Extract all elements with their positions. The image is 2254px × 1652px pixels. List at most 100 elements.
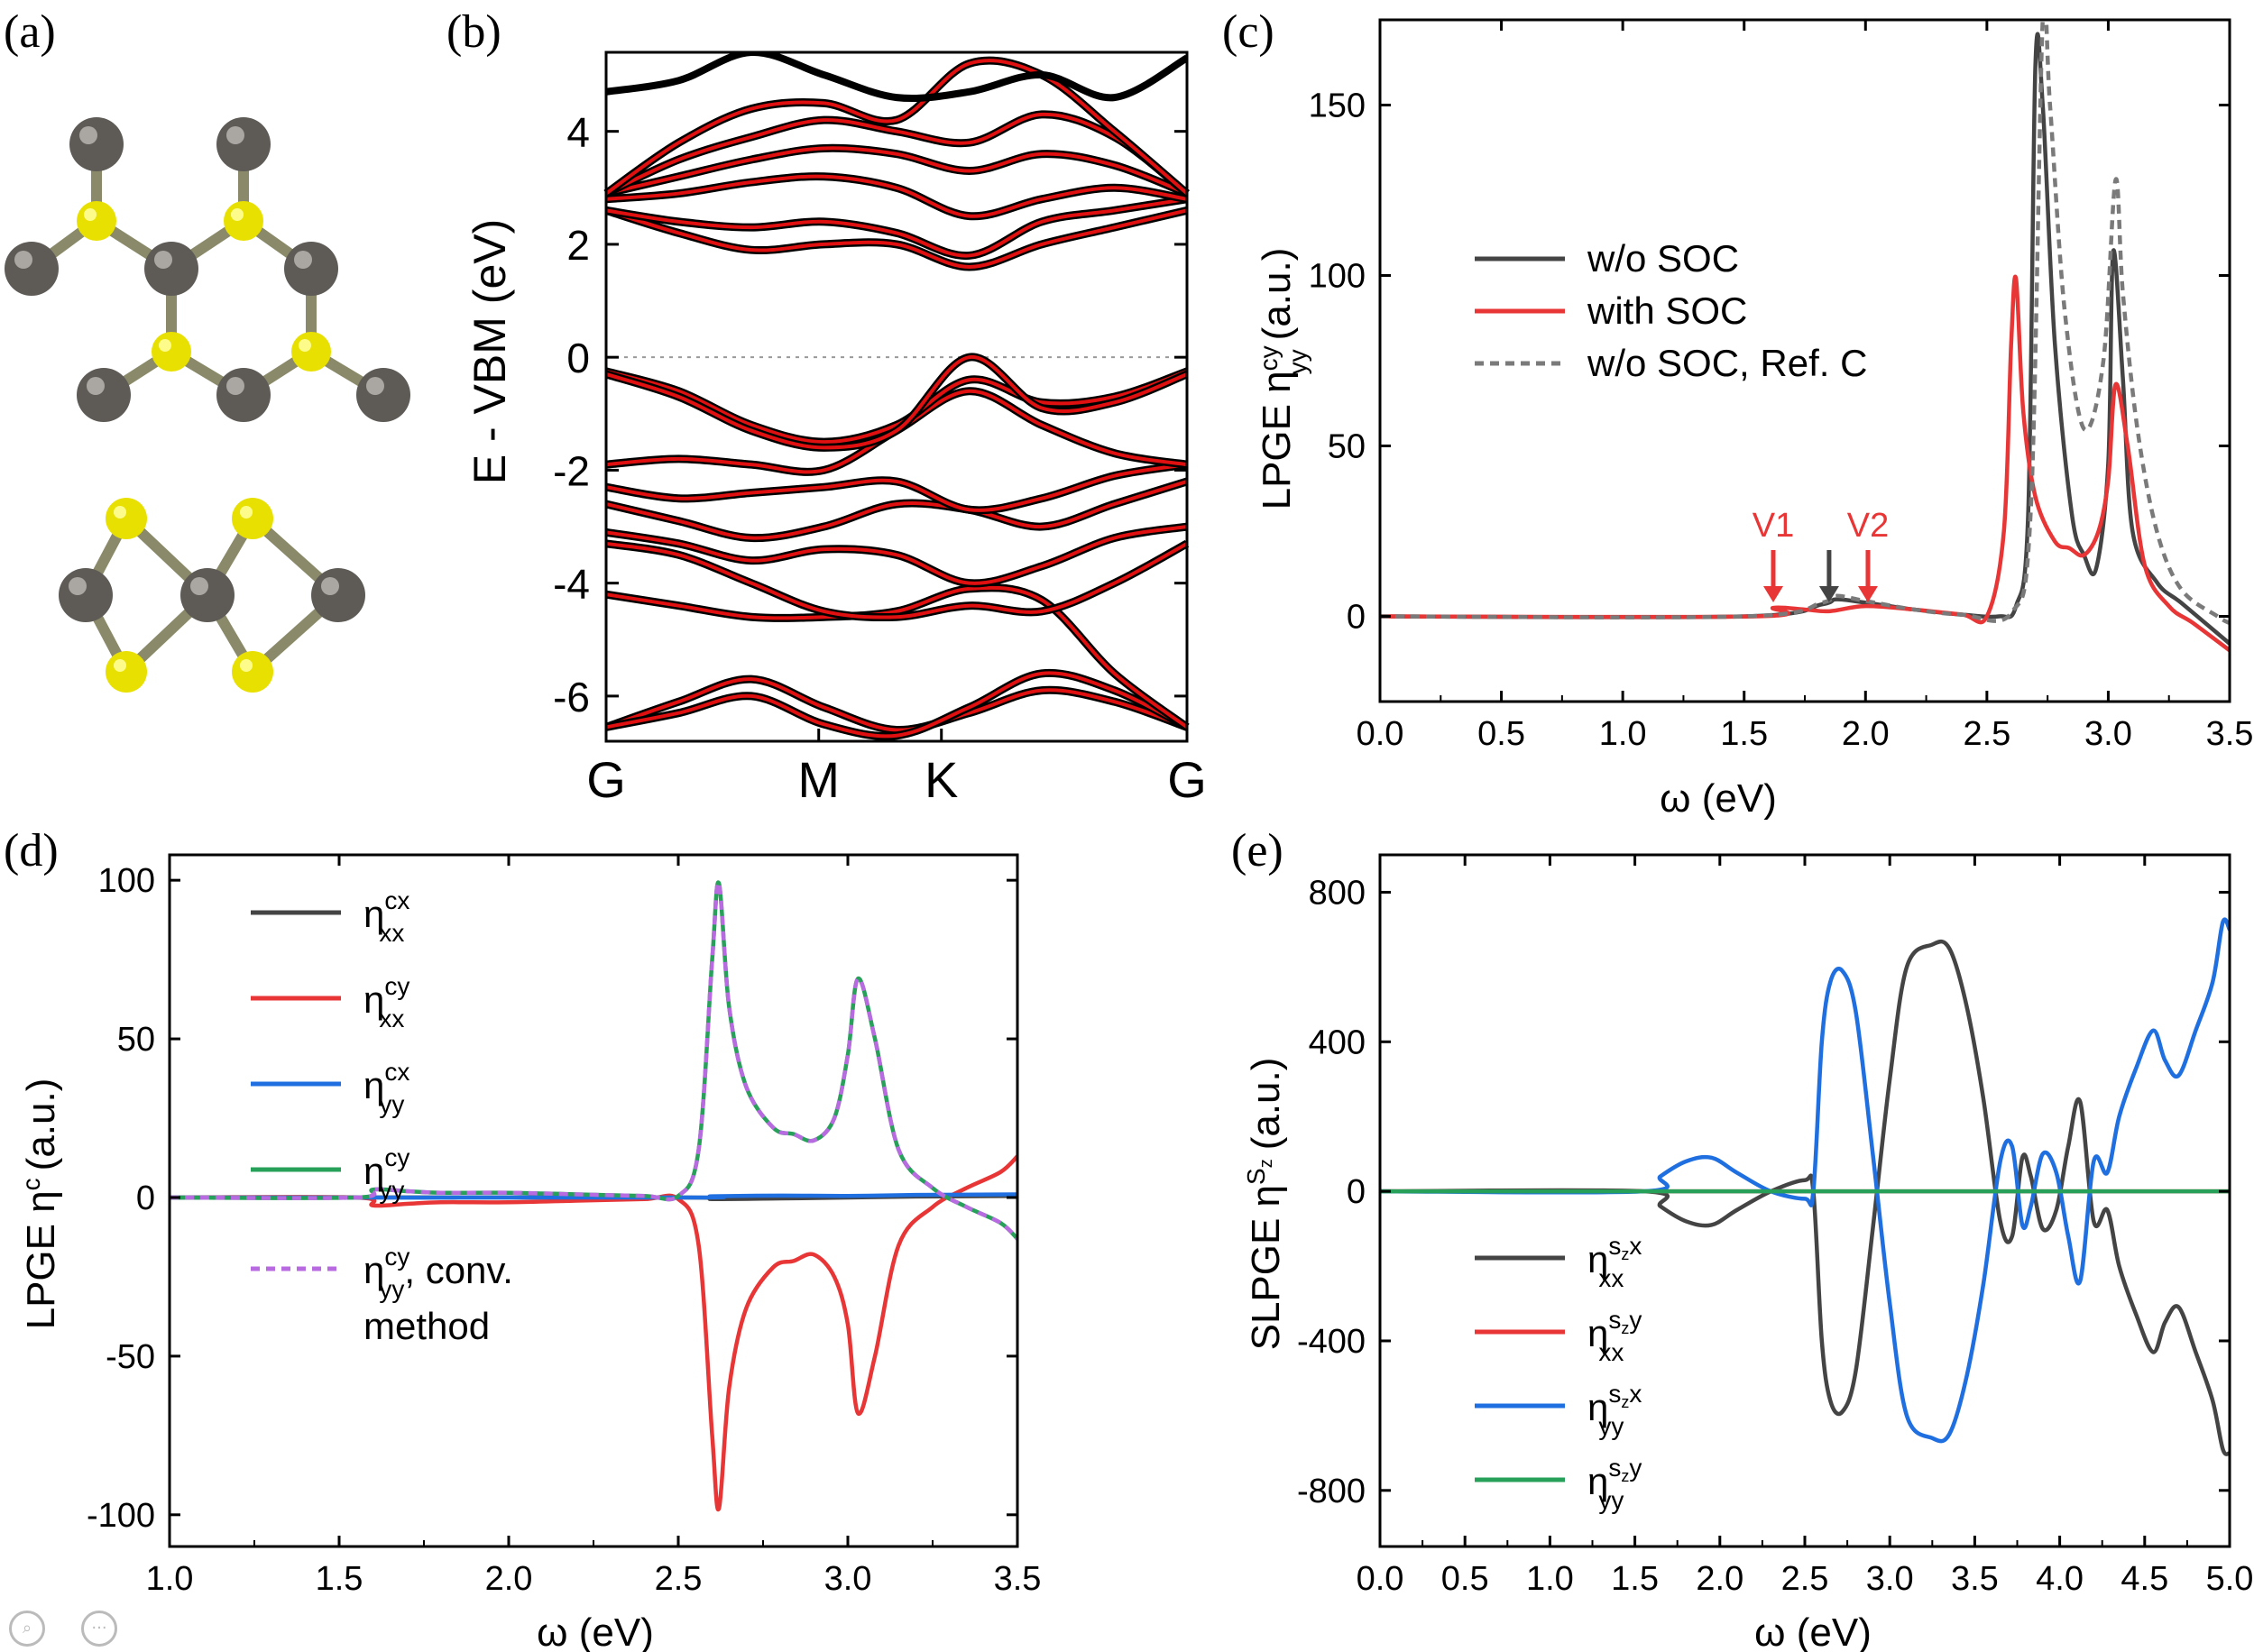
y-tick-label: 2 <box>566 222 590 269</box>
y-label-unit: (a.u.) <box>1244 1058 1288 1151</box>
x-tick-label: 1.5 <box>1611 1560 1659 1598</box>
x-tick-label: 3.5 <box>994 1560 1042 1598</box>
atom-highlight <box>190 577 208 595</box>
y-tick-label: 50 <box>1328 428 1366 466</box>
plot-area-d: 1.0 1.5 2.0 2.5 3.0 3.5 100 50 0 -50 -100 LPGE ηc (a… <box>17 853 1042 1598</box>
legend-sub: xx <box>379 919 404 947</box>
band-with-soc <box>605 677 1188 732</box>
x-tick-label: 0.5 <box>1477 715 1525 753</box>
legend-sym: η <box>363 1064 384 1106</box>
panel-d-lpge-components: (d) 1.0 1.5 2.0 2.5 3.0 3.5 100 50 0 -50 -100 LPGE … <box>4 825 1041 1652</box>
legend-label: w/o SOC <box>1587 237 1739 280</box>
atom-highlight <box>114 506 126 519</box>
legend-sym: η <box>363 1249 384 1291</box>
x-tick-label: 2.0 <box>1842 715 1890 753</box>
atom-highlight <box>79 126 97 144</box>
legend-sup: s <box>1608 1380 1621 1408</box>
legend-sub: yy <box>1598 1486 1624 1514</box>
band-with-soc <box>605 174 1188 218</box>
atom-highlight <box>299 339 311 352</box>
kpoint-label: M <box>797 751 840 808</box>
series-line-violet <box>170 880 1017 1241</box>
atom-highlight <box>226 126 244 144</box>
annotation-label: V2 <box>1847 507 1889 545</box>
carbon-atom <box>180 568 235 622</box>
legend-supsub: z <box>1621 1245 1629 1263</box>
x-tick-label: 1.5 <box>316 1560 363 1598</box>
legend-sym: η <box>363 893 384 935</box>
sulfur-atom <box>224 201 263 241</box>
band-with-soc <box>605 541 1188 620</box>
series-line-gray <box>1380 20 2230 626</box>
carbon-atom <box>216 368 271 422</box>
annotation-arrow-head <box>1857 586 1878 602</box>
x-tick-label: 3.0 <box>1866 1560 1914 1598</box>
y-label-text: LPGE η <box>1255 371 1299 509</box>
x-axis-label-e: ω (eV) <box>1754 1611 1872 1652</box>
zoom-icon[interactable]: ⌕ <box>9 1611 45 1647</box>
sulfur-atom <box>232 651 273 693</box>
structure-side-view <box>59 498 365 693</box>
x-tick-label: 3.0 <box>824 1560 872 1598</box>
x-axis-label-d: ω (eV) <box>537 1611 654 1652</box>
legend-supend: x <box>1629 1232 1642 1260</box>
legend-suffix: , conv. <box>404 1249 513 1291</box>
legend-sym: η <box>1587 1312 1608 1354</box>
annotation-label: V1 <box>1753 507 1794 545</box>
x-tick-label: 4.0 <box>2036 1560 2084 1598</box>
panel-b-letter: (b) <box>446 6 501 58</box>
y-tick-label: 0 <box>566 335 590 381</box>
atom-highlight <box>69 577 87 595</box>
atom-highlight <box>87 377 105 395</box>
legend-sym: η <box>363 1150 384 1192</box>
y-axis-label-d: LPGE ηc (a.u.) <box>17 1078 63 1330</box>
x-axis-label-c: ω (eV) <box>1660 776 1777 821</box>
y-tick-label: -2 <box>553 447 590 494</box>
band-with-soc <box>605 585 1189 729</box>
legend-label: ηcy xx <box>363 972 409 1032</box>
y-axis-label-e: SLPGE ηSz (a.u.) <box>1242 1058 1288 1351</box>
panel-b-band-structure: (b) G M K G 4 2 0 -2 -4 -6 E - VBM (eV) <box>446 6 1207 808</box>
kpoint-label: K <box>925 751 958 808</box>
panel-c-lpge-soc: (c) 0.0 0.5 1.0 1.5 2.0 2.5 3.0 3.5 0 50 100 150 LPG… <box>1222 6 2253 821</box>
annotation-arrow-head <box>1763 586 1784 602</box>
carbon-atom <box>69 117 124 171</box>
y-tick-label: -6 <box>553 674 590 720</box>
atom-highlight <box>321 577 339 595</box>
y-label-text: SLPGE η <box>1244 1185 1288 1350</box>
plot-frame-b <box>604 50 1189 743</box>
legend-supsub: z <box>1621 1319 1629 1337</box>
band-with-soc <box>605 671 1188 739</box>
legend-sub: xx <box>1598 1338 1624 1366</box>
y-label-supsub: z <box>1256 1159 1276 1168</box>
x-tick-label: 1.5 <box>1720 715 1768 753</box>
legend-sym: η <box>1587 1460 1608 1502</box>
more-icon[interactable]: ··· <box>81 1611 117 1647</box>
legend-supend: y <box>1629 1454 1642 1482</box>
legend-sup: s <box>1608 1306 1621 1334</box>
viewer-controls: ⌕ ··· <box>9 1611 117 1647</box>
y-label-sup: S <box>1242 1168 1270 1185</box>
y-tick-label: 4 <box>566 109 590 156</box>
atom-highlight <box>226 377 244 395</box>
legend-label: ηcy yy <box>363 1143 409 1204</box>
x-tick-label: 1.0 <box>1526 1560 1574 1598</box>
legend-sub: yy <box>379 1176 404 1204</box>
band-with-soc <box>605 480 1188 540</box>
y-label-unit: (a.u.) <box>1255 248 1299 341</box>
legend-label: ηcy yy, conv. <box>363 1243 513 1303</box>
legend-sup: cy <box>384 972 409 1000</box>
legend-sym: η <box>1587 1386 1608 1428</box>
plot-area-c: 0.0 0.5 1.0 1.5 2.0 2.5 3.0 3.5 0 50 100 150 LPGE ηc… <box>1255 18 2253 753</box>
band-with-soc <box>604 59 1189 196</box>
legend-label: with SOC <box>1587 289 1747 332</box>
upper-band <box>606 52 1187 103</box>
legend-sym: η <box>363 978 384 1021</box>
series-line-red <box>1380 274 2230 653</box>
x-tick-label: 4.5 <box>2121 1560 2168 1598</box>
y-tick-label: 800 <box>1309 874 1366 912</box>
carbon-atom <box>311 568 365 622</box>
y-tick-label: 150 <box>1309 87 1366 125</box>
atom-highlight <box>159 339 171 352</box>
